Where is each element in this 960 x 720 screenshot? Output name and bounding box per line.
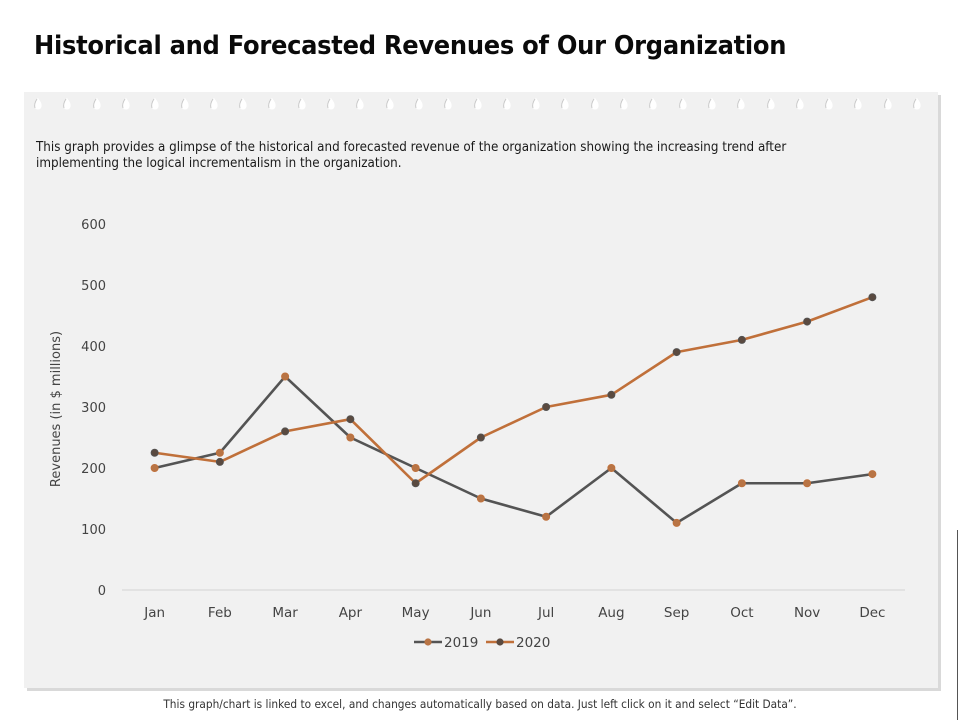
x-tick-label: Mar	[272, 605, 298, 621]
data-point-2019-mar[interactable]	[281, 372, 290, 381]
x-tick-label: Jun	[469, 605, 491, 621]
y-tick-label: 300	[81, 401, 106, 416]
hole-icon	[266, 96, 278, 110]
hole-icon	[179, 96, 191, 110]
hole-icon	[149, 96, 161, 110]
x-tick-label: Sep	[664, 605, 689, 621]
legend-label-2019: 2019	[444, 635, 478, 651]
hole-icon	[325, 96, 337, 110]
hole-icon	[354, 96, 366, 110]
hole-icon	[120, 96, 132, 110]
data-point-2020-jun[interactable]	[476, 433, 485, 442]
page-title: Historical and Forecasted Revenues of Ou…	[34, 31, 787, 61]
data-point-2019-sep[interactable]	[672, 518, 681, 527]
data-point-2019-feb[interactable]	[215, 448, 224, 457]
data-point-2019-dec[interactable]	[868, 470, 877, 479]
hole-icon	[91, 96, 103, 110]
y-axis-label: Revenues (in $ millions)	[49, 331, 64, 487]
chart-description: This graph provides a glimpse of the his…	[36, 140, 787, 171]
x-tick-label: Jul	[537, 605, 554, 621]
data-point-2020-jul[interactable]	[542, 402, 551, 411]
data-point-2019-jan[interactable]	[150, 463, 159, 472]
data-point-2020-may[interactable]	[411, 479, 420, 488]
x-tick-label: Oct	[730, 605, 753, 621]
hole-icon	[237, 96, 249, 110]
legend-marker-2019	[424, 638, 432, 646]
legend-label-2020: 2020	[516, 635, 550, 651]
hole-icon	[882, 96, 894, 110]
hole-icon	[413, 96, 425, 110]
y-tick-label: 0	[98, 584, 106, 599]
hole-icon	[618, 96, 630, 110]
hole-icon	[647, 96, 659, 110]
hole-icon	[442, 96, 454, 110]
series-line-2020[interactable]	[154, 295, 873, 485]
data-point-2019-nov[interactable]	[803, 479, 812, 488]
data-point-2019-apr[interactable]	[346, 433, 355, 442]
data-point-2020-oct[interactable]	[737, 335, 746, 344]
data-point-2020-aug[interactable]	[607, 390, 616, 399]
hole-icon	[208, 96, 220, 110]
x-tick-label: Dec	[859, 605, 885, 621]
hole-icon	[794, 96, 806, 110]
y-tick-label: 200	[81, 462, 106, 477]
chart-card: This graph provides a glimpse of the his…	[24, 92, 938, 688]
hole-icon	[472, 96, 484, 110]
hole-icon	[296, 96, 308, 110]
notebook-holes	[32, 96, 938, 112]
hole-icon	[32, 96, 44, 110]
data-point-2019-oct[interactable]	[737, 479, 746, 488]
x-tick-label: Feb	[208, 605, 232, 621]
data-point-2020-sep[interactable]	[672, 348, 681, 357]
edge-divider	[957, 530, 958, 720]
footer-note: This graph/chart is linked to excel, and…	[163, 697, 797, 711]
x-tick-label: Jan	[143, 605, 165, 621]
x-tick-label: Apr	[339, 605, 363, 621]
hole-icon	[735, 96, 747, 110]
hole-icon	[823, 96, 835, 110]
data-point-2019-jul[interactable]	[542, 512, 551, 521]
hole-icon	[765, 96, 777, 110]
hole-icon	[911, 96, 923, 110]
data-point-2020-apr[interactable]	[346, 415, 355, 424]
data-point-2020-dec[interactable]	[868, 293, 877, 302]
data-point-2019-may[interactable]	[411, 463, 420, 472]
series-line-2019[interactable]	[154, 375, 873, 525]
hole-icon	[530, 96, 542, 110]
data-point-2020-feb[interactable]	[215, 457, 224, 466]
hole-icon	[677, 96, 689, 110]
y-tick-label: 100	[81, 523, 106, 538]
data-point-2019-jun[interactable]	[476, 494, 485, 503]
hole-icon	[501, 96, 513, 110]
data-point-2020-jan[interactable]	[150, 448, 159, 457]
hole-icon	[852, 96, 864, 110]
x-tick-label: May	[402, 605, 430, 621]
data-point-2020-nov[interactable]	[803, 317, 812, 326]
data-point-2019-aug[interactable]	[607, 463, 616, 472]
hole-icon	[589, 96, 601, 110]
y-tick-label: 400	[81, 340, 106, 355]
hole-icon	[706, 96, 718, 110]
legend-marker-2020	[496, 638, 504, 646]
hole-icon	[384, 96, 396, 110]
hole-icon	[61, 96, 73, 110]
hole-icon	[559, 96, 571, 110]
y-tick-label: 500	[81, 279, 106, 294]
x-tick-label: Nov	[794, 605, 820, 621]
x-tick-label: Aug	[598, 605, 624, 621]
data-point-2020-mar[interactable]	[281, 427, 290, 436]
y-tick-label: 600	[81, 218, 106, 233]
